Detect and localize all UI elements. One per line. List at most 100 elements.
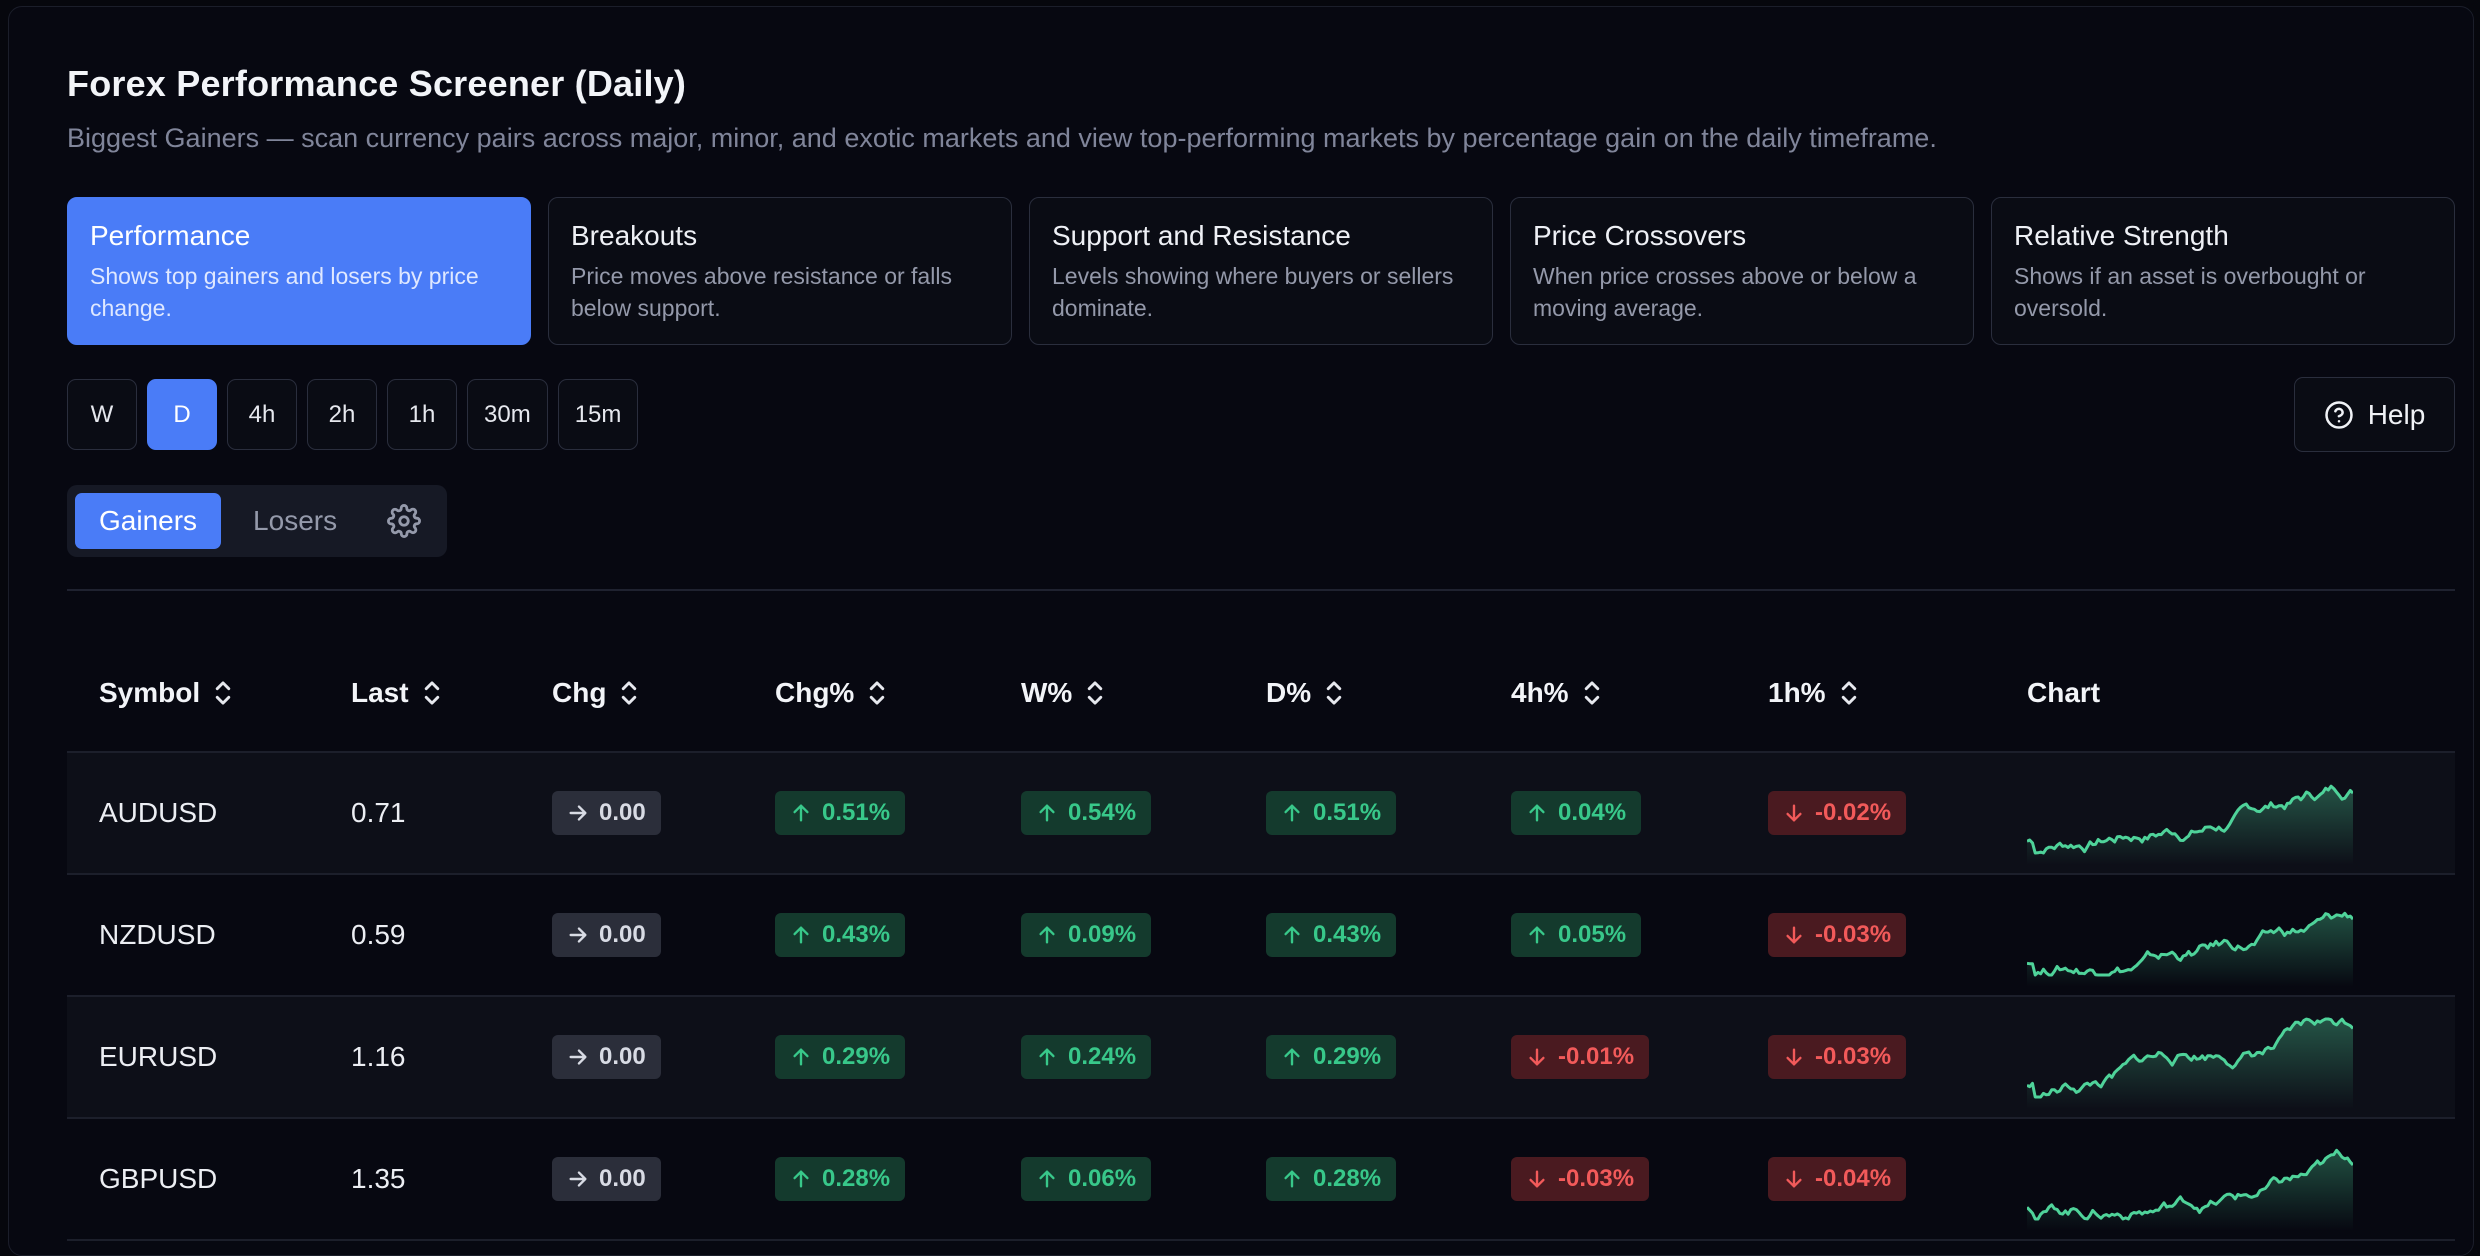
- sparkline-chart: [2027, 784, 2353, 865]
- 4h-pct-badge: -0.03%: [1511, 1157, 1650, 1201]
- arrow-right-icon: [569, 805, 587, 821]
- table-row[interactable]: EURUSD 1.16 0.00 0.29% 0.24% 0.29% -0.01% -0.03…: [67, 997, 2455, 1119]
- timeframe-30m-button[interactable]: 30m: [467, 379, 548, 450]
- column-header-d-pct[interactable]: D%: [1266, 677, 1343, 709]
- card-description: Levels showing where buyers or sellers d…: [1052, 263, 1454, 321]
- column-header-1h-pct[interactable]: 1h%: [1768, 677, 1858, 709]
- badge-value: 0.06%: [1068, 1165, 1137, 1192]
- screener-table: Symbol Last Chg Chg% W% D% 4h% 1h% Chart…: [67, 635, 2455, 1241]
- column-label: Symbol: [99, 677, 201, 708]
- daily-pct-badge: 0.28%: [1266, 1157, 1397, 1201]
- change-badge: 0.00: [552, 1157, 661, 1201]
- arrow-up-icon: [793, 1048, 809, 1066]
- arrow-up-icon: [1039, 1048, 1055, 1066]
- daily-pct-badge: 0.29%: [1266, 1035, 1397, 1079]
- badge-value: 0.04%: [1558, 799, 1627, 826]
- badge-value: 0.51%: [1313, 799, 1382, 826]
- badge-value: 0.00: [599, 1043, 646, 1070]
- sparkline-chart: [2027, 1148, 2353, 1231]
- gear-icon[interactable]: [387, 504, 422, 538]
- arrow-right-icon: [569, 927, 587, 943]
- column-header-chart: Chart: [2027, 677, 2101, 708]
- arrow-down-icon: [1786, 1048, 1802, 1066]
- arrow-up-icon: [793, 1170, 809, 1188]
- badge-value: -0.02%: [1815, 799, 1892, 826]
- arrow-up-icon: [1284, 1048, 1300, 1066]
- arrow-up-icon: [1284, 926, 1300, 944]
- change-pct-badge: 0.43%: [775, 913, 906, 957]
- screener-type-cards: Performance Shows top gainers and losers…: [67, 197, 2455, 345]
- badge-value: 0.24%: [1068, 1043, 1137, 1070]
- card-breakouts[interactable]: Breakouts Price moves above resistance o…: [548, 197, 1012, 345]
- card-description: Price moves above resistance or falls be…: [571, 263, 952, 321]
- timeframe-w-button[interactable]: W: [67, 379, 137, 450]
- daily-pct-badge: 0.43%: [1266, 913, 1397, 957]
- 4h-pct-badge: 0.04%: [1511, 791, 1642, 835]
- badge-value: -0.03%: [1815, 921, 1892, 948]
- badge-value: -0.04%: [1815, 1165, 1892, 1192]
- timeframe-4h-button[interactable]: 4h: [227, 379, 297, 450]
- symbol-cell: EURUSD: [99, 1041, 218, 1072]
- badge-value: 0.29%: [822, 1043, 891, 1070]
- timeframe-1h-button[interactable]: 1h: [387, 379, 457, 450]
- badge-value: 0.05%: [1558, 921, 1627, 948]
- arrow-up-icon: [1039, 1170, 1055, 1188]
- card-title: Price Crossovers: [1533, 220, 1747, 251]
- card-title: Support and Resistance: [1052, 220, 1351, 251]
- column-header-chg[interactable]: Chg: [552, 677, 638, 709]
- last-price-cell: 1.16: [351, 1041, 406, 1072]
- column-label: D%: [1266, 677, 1312, 708]
- sort-icon: [215, 681, 231, 705]
- card-support-resistance[interactable]: Support and Resistance Levels showing wh…: [1029, 197, 1493, 345]
- help-button[interactable]: Help: [2294, 377, 2455, 452]
- timeframe-selector: W D 4h 2h 1h 30m 15m: [67, 379, 639, 450]
- table-row[interactable]: AUDUSD 0.71 0.00 0.51% 0.54% 0.51% 0.04% -0.02%: [67, 753, 2455, 875]
- sort-icon: [622, 681, 637, 705]
- column-header-chg-pct[interactable]: Chg%: [775, 677, 886, 709]
- sparkline-chart: [2027, 911, 2353, 987]
- timeframe-15m-button[interactable]: 15m: [557, 379, 639, 450]
- weekly-pct-badge: 0.06%: [1021, 1157, 1152, 1201]
- arrow-down-icon: [1786, 926, 1802, 944]
- badge-value: 0.00: [599, 799, 646, 826]
- timeframe-d-button[interactable]: D: [147, 379, 217, 450]
- change-badge: 0.00: [552, 913, 661, 957]
- gainers-tab[interactable]: Gainers: [75, 493, 222, 549]
- weekly-pct-badge: 0.09%: [1021, 913, 1152, 957]
- 1h-pct-badge: -0.03%: [1768, 1035, 1907, 1079]
- symbol-cell: GBPUSD: [99, 1163, 218, 1194]
- arrow-down-icon: [1529, 1170, 1545, 1188]
- column-label: W%: [1021, 677, 1073, 708]
- sparkline-area: [2027, 1019, 2353, 1109]
- sparkline-line: [2027, 1017, 2353, 1099]
- section-divider: [67, 589, 2455, 591]
- card-description: Shows if an asset is overbought or overs…: [2014, 263, 2366, 321]
- card-price-crossovers[interactable]: Price Crossovers When price crosses abov…: [1510, 197, 1974, 345]
- change-pct-badge: 0.28%: [775, 1157, 906, 1201]
- timeframe-2h-button[interactable]: 2h: [307, 379, 377, 450]
- last-price-cell: 0.71: [351, 797, 406, 828]
- 1h-pct-badge: -0.03%: [1768, 913, 1907, 957]
- losers-tab[interactable]: Losers: [253, 505, 338, 536]
- table-row[interactable]: GBPUSD 1.35 0.00 0.28% 0.06% 0.28% -0.03% -0.04…: [67, 1119, 2455, 1241]
- column-header-4h-pct[interactable]: 4h%: [1511, 677, 1601, 709]
- change-pct-badge: 0.29%: [775, 1035, 906, 1079]
- card-title: Relative Strength: [2014, 220, 2229, 251]
- table-row[interactable]: NZDUSD 0.59 0.00 0.43% 0.09% 0.43% 0.05% -0.03%: [67, 875, 2455, 997]
- help-label: Help: [2367, 398, 2426, 430]
- sort-icon: [1841, 681, 1856, 705]
- column-header-last[interactable]: Last: [351, 677, 441, 709]
- badge-value: 0.00: [599, 1165, 646, 1192]
- 1h-pct-badge: -0.02%: [1768, 791, 1907, 835]
- column-header-symbol[interactable]: Symbol: [99, 677, 232, 709]
- last-price-cell: 0.59: [351, 919, 406, 950]
- card-description: Shows top gainers and losers by price ch…: [90, 263, 479, 321]
- card-title: Breakouts: [571, 220, 698, 251]
- card-performance[interactable]: Performance Shows top gainers and losers…: [67, 197, 531, 345]
- card-relative-strength[interactable]: Relative Strength Shows if an asset is o…: [1991, 197, 2455, 345]
- card-title: Performance: [90, 220, 251, 251]
- badge-value: 0.43%: [1313, 921, 1382, 948]
- column-header-w-pct[interactable]: W%: [1021, 677, 1104, 709]
- arrow-up-icon: [1039, 926, 1055, 944]
- page-subtitle: Biggest Gainers — scan currency pairs ac…: [67, 123, 1937, 153]
